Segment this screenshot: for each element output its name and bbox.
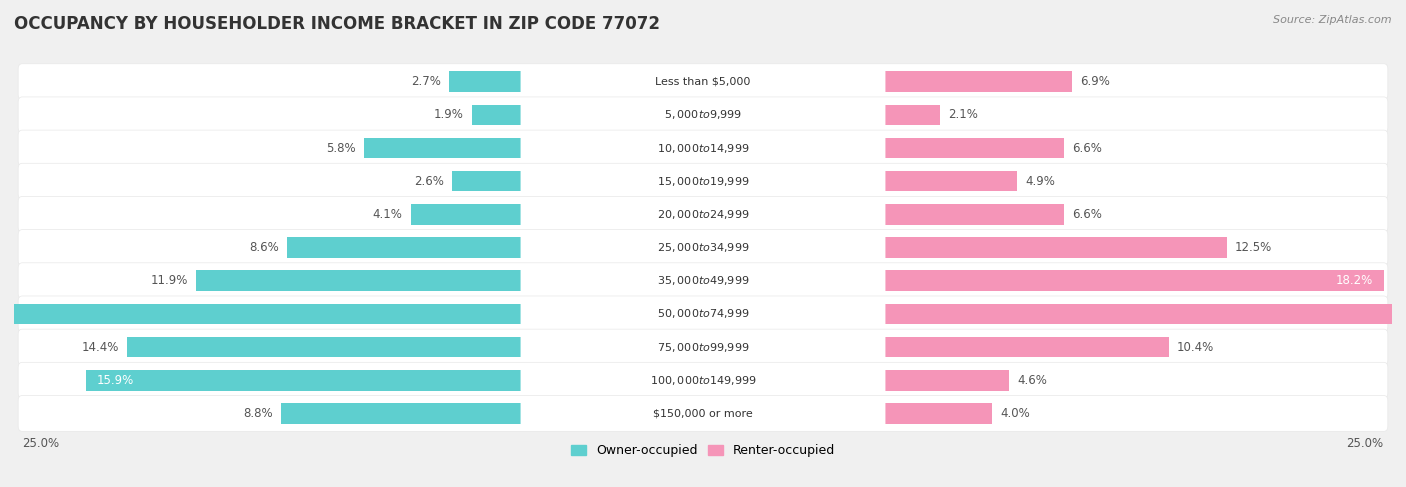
Bar: [882, 204, 1064, 225]
Bar: [882, 337, 1168, 357]
Text: 4.0%: 4.0%: [1001, 407, 1031, 420]
Text: 6.6%: 6.6%: [1073, 142, 1102, 154]
Bar: [127, 337, 524, 357]
FancyBboxPatch shape: [520, 399, 886, 428]
Bar: [281, 403, 524, 424]
FancyBboxPatch shape: [520, 101, 886, 129]
Bar: [471, 105, 524, 125]
FancyBboxPatch shape: [520, 366, 886, 394]
FancyBboxPatch shape: [18, 196, 1388, 232]
Bar: [0, 303, 524, 324]
Text: $50,000 to $74,999: $50,000 to $74,999: [657, 307, 749, 320]
Bar: [882, 403, 993, 424]
Bar: [364, 138, 524, 158]
Text: $100,000 to $149,999: $100,000 to $149,999: [650, 374, 756, 387]
FancyBboxPatch shape: [18, 296, 1388, 332]
FancyBboxPatch shape: [18, 263, 1388, 299]
Text: Source: ZipAtlas.com: Source: ZipAtlas.com: [1274, 15, 1392, 25]
Text: 2.7%: 2.7%: [412, 75, 441, 88]
Text: 4.6%: 4.6%: [1017, 374, 1047, 387]
Text: 2.6%: 2.6%: [415, 175, 444, 187]
FancyBboxPatch shape: [520, 233, 886, 262]
Text: 14.4%: 14.4%: [82, 340, 118, 354]
Text: 6.9%: 6.9%: [1081, 75, 1111, 88]
Bar: [882, 72, 1073, 92]
Text: 12.5%: 12.5%: [1234, 241, 1272, 254]
Bar: [882, 237, 1226, 258]
FancyBboxPatch shape: [520, 266, 886, 295]
FancyBboxPatch shape: [520, 167, 886, 195]
Bar: [882, 138, 1064, 158]
Text: $15,000 to $19,999: $15,000 to $19,999: [657, 175, 749, 187]
FancyBboxPatch shape: [18, 395, 1388, 431]
FancyBboxPatch shape: [520, 200, 886, 228]
Text: 4.1%: 4.1%: [373, 208, 402, 221]
Text: 8.6%: 8.6%: [249, 241, 278, 254]
Bar: [195, 270, 524, 291]
Text: 25.0%: 25.0%: [1347, 437, 1384, 450]
Bar: [453, 171, 524, 191]
Bar: [882, 270, 1384, 291]
Legend: Owner-occupied, Renter-occupied: Owner-occupied, Renter-occupied: [567, 439, 839, 463]
Text: OCCUPANCY BY HOUSEHOLDER INCOME BRACKET IN ZIP CODE 77072: OCCUPANCY BY HOUSEHOLDER INCOME BRACKET …: [14, 15, 659, 33]
Text: 4.9%: 4.9%: [1025, 175, 1056, 187]
Text: 18.2%: 18.2%: [1336, 274, 1372, 287]
FancyBboxPatch shape: [18, 97, 1388, 133]
Text: 25.0%: 25.0%: [22, 437, 59, 450]
FancyBboxPatch shape: [520, 134, 886, 162]
FancyBboxPatch shape: [18, 362, 1388, 398]
Bar: [411, 204, 524, 225]
Bar: [882, 303, 1406, 324]
Text: 1.9%: 1.9%: [433, 108, 463, 121]
Text: 15.9%: 15.9%: [97, 374, 134, 387]
Text: $75,000 to $99,999: $75,000 to $99,999: [657, 340, 749, 354]
FancyBboxPatch shape: [18, 130, 1388, 166]
FancyBboxPatch shape: [18, 163, 1388, 199]
Text: $150,000 or more: $150,000 or more: [654, 409, 752, 418]
Text: 10.4%: 10.4%: [1177, 340, 1215, 354]
Bar: [882, 105, 941, 125]
Text: Less than $5,000: Less than $5,000: [655, 76, 751, 87]
Text: $5,000 to $9,999: $5,000 to $9,999: [664, 108, 742, 121]
Text: 11.9%: 11.9%: [150, 274, 187, 287]
FancyBboxPatch shape: [18, 329, 1388, 365]
Text: 6.6%: 6.6%: [1073, 208, 1102, 221]
FancyBboxPatch shape: [18, 64, 1388, 99]
Text: 2.1%: 2.1%: [948, 108, 979, 121]
Bar: [882, 171, 1017, 191]
Text: $35,000 to $49,999: $35,000 to $49,999: [657, 274, 749, 287]
FancyBboxPatch shape: [18, 230, 1388, 265]
FancyBboxPatch shape: [520, 300, 886, 328]
Bar: [287, 237, 524, 258]
Text: 8.8%: 8.8%: [243, 407, 273, 420]
Bar: [86, 370, 524, 391]
Bar: [882, 370, 1010, 391]
FancyBboxPatch shape: [520, 333, 886, 361]
FancyBboxPatch shape: [520, 67, 886, 96]
Text: 5.8%: 5.8%: [326, 142, 356, 154]
Text: $10,000 to $14,999: $10,000 to $14,999: [657, 142, 749, 154]
Text: $25,000 to $34,999: $25,000 to $34,999: [657, 241, 749, 254]
Bar: [450, 72, 524, 92]
Text: $20,000 to $24,999: $20,000 to $24,999: [657, 208, 749, 221]
